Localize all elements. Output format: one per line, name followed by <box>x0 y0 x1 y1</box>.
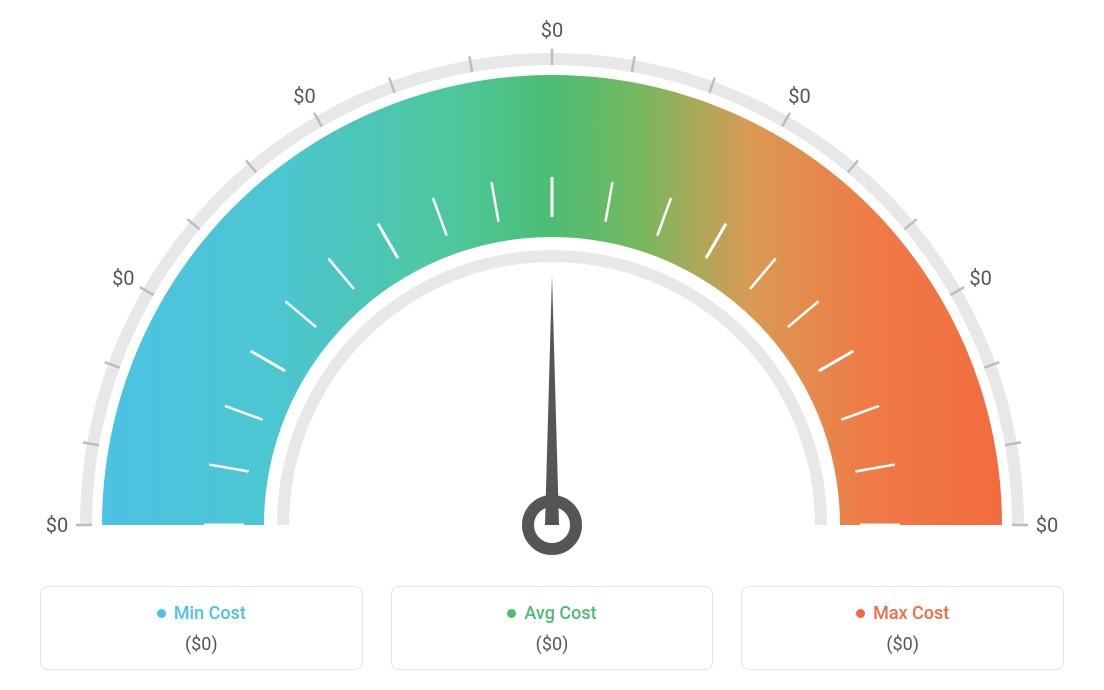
gauge-tick-label: $0 <box>1036 513 1058 537</box>
legend-title-min: Min Cost <box>157 603 246 624</box>
gauge-tick-label: $0 <box>969 266 991 290</box>
gauge-tick-label: $0 <box>293 84 315 108</box>
gauge-tick-label: $0 <box>112 266 134 290</box>
legend-value: ($0) <box>402 634 703 655</box>
legend-label: Max Cost <box>873 603 949 624</box>
gauge-tick-label: $0 <box>46 513 68 537</box>
legend-label: Avg Cost <box>524 603 596 624</box>
legend-row: Min Cost ($0) Avg Cost ($0) Max Cost ($0… <box>40 586 1064 670</box>
legend-card-min: Min Cost ($0) <box>40 586 363 670</box>
legend-title-max: Max Cost <box>856 603 949 624</box>
legend-label: Min Cost <box>174 603 246 624</box>
gauge-chart: $0 $0 $0 $0 $0 $0 $0 <box>22 0 1082 555</box>
legend-value: ($0) <box>51 634 352 655</box>
legend-value: ($0) <box>752 634 1053 655</box>
dot-icon <box>856 609 865 618</box>
legend-title-avg: Avg Cost <box>507 603 596 624</box>
legend-card-max: Max Cost ($0) <box>741 586 1064 670</box>
dot-icon <box>507 609 516 618</box>
gauge-tick-label: $0 <box>541 18 563 42</box>
legend-card-avg: Avg Cost ($0) <box>391 586 714 670</box>
gauge-tick-label: $0 <box>788 84 810 108</box>
gauge-svg <box>22 0 1082 555</box>
dot-icon <box>157 609 166 618</box>
